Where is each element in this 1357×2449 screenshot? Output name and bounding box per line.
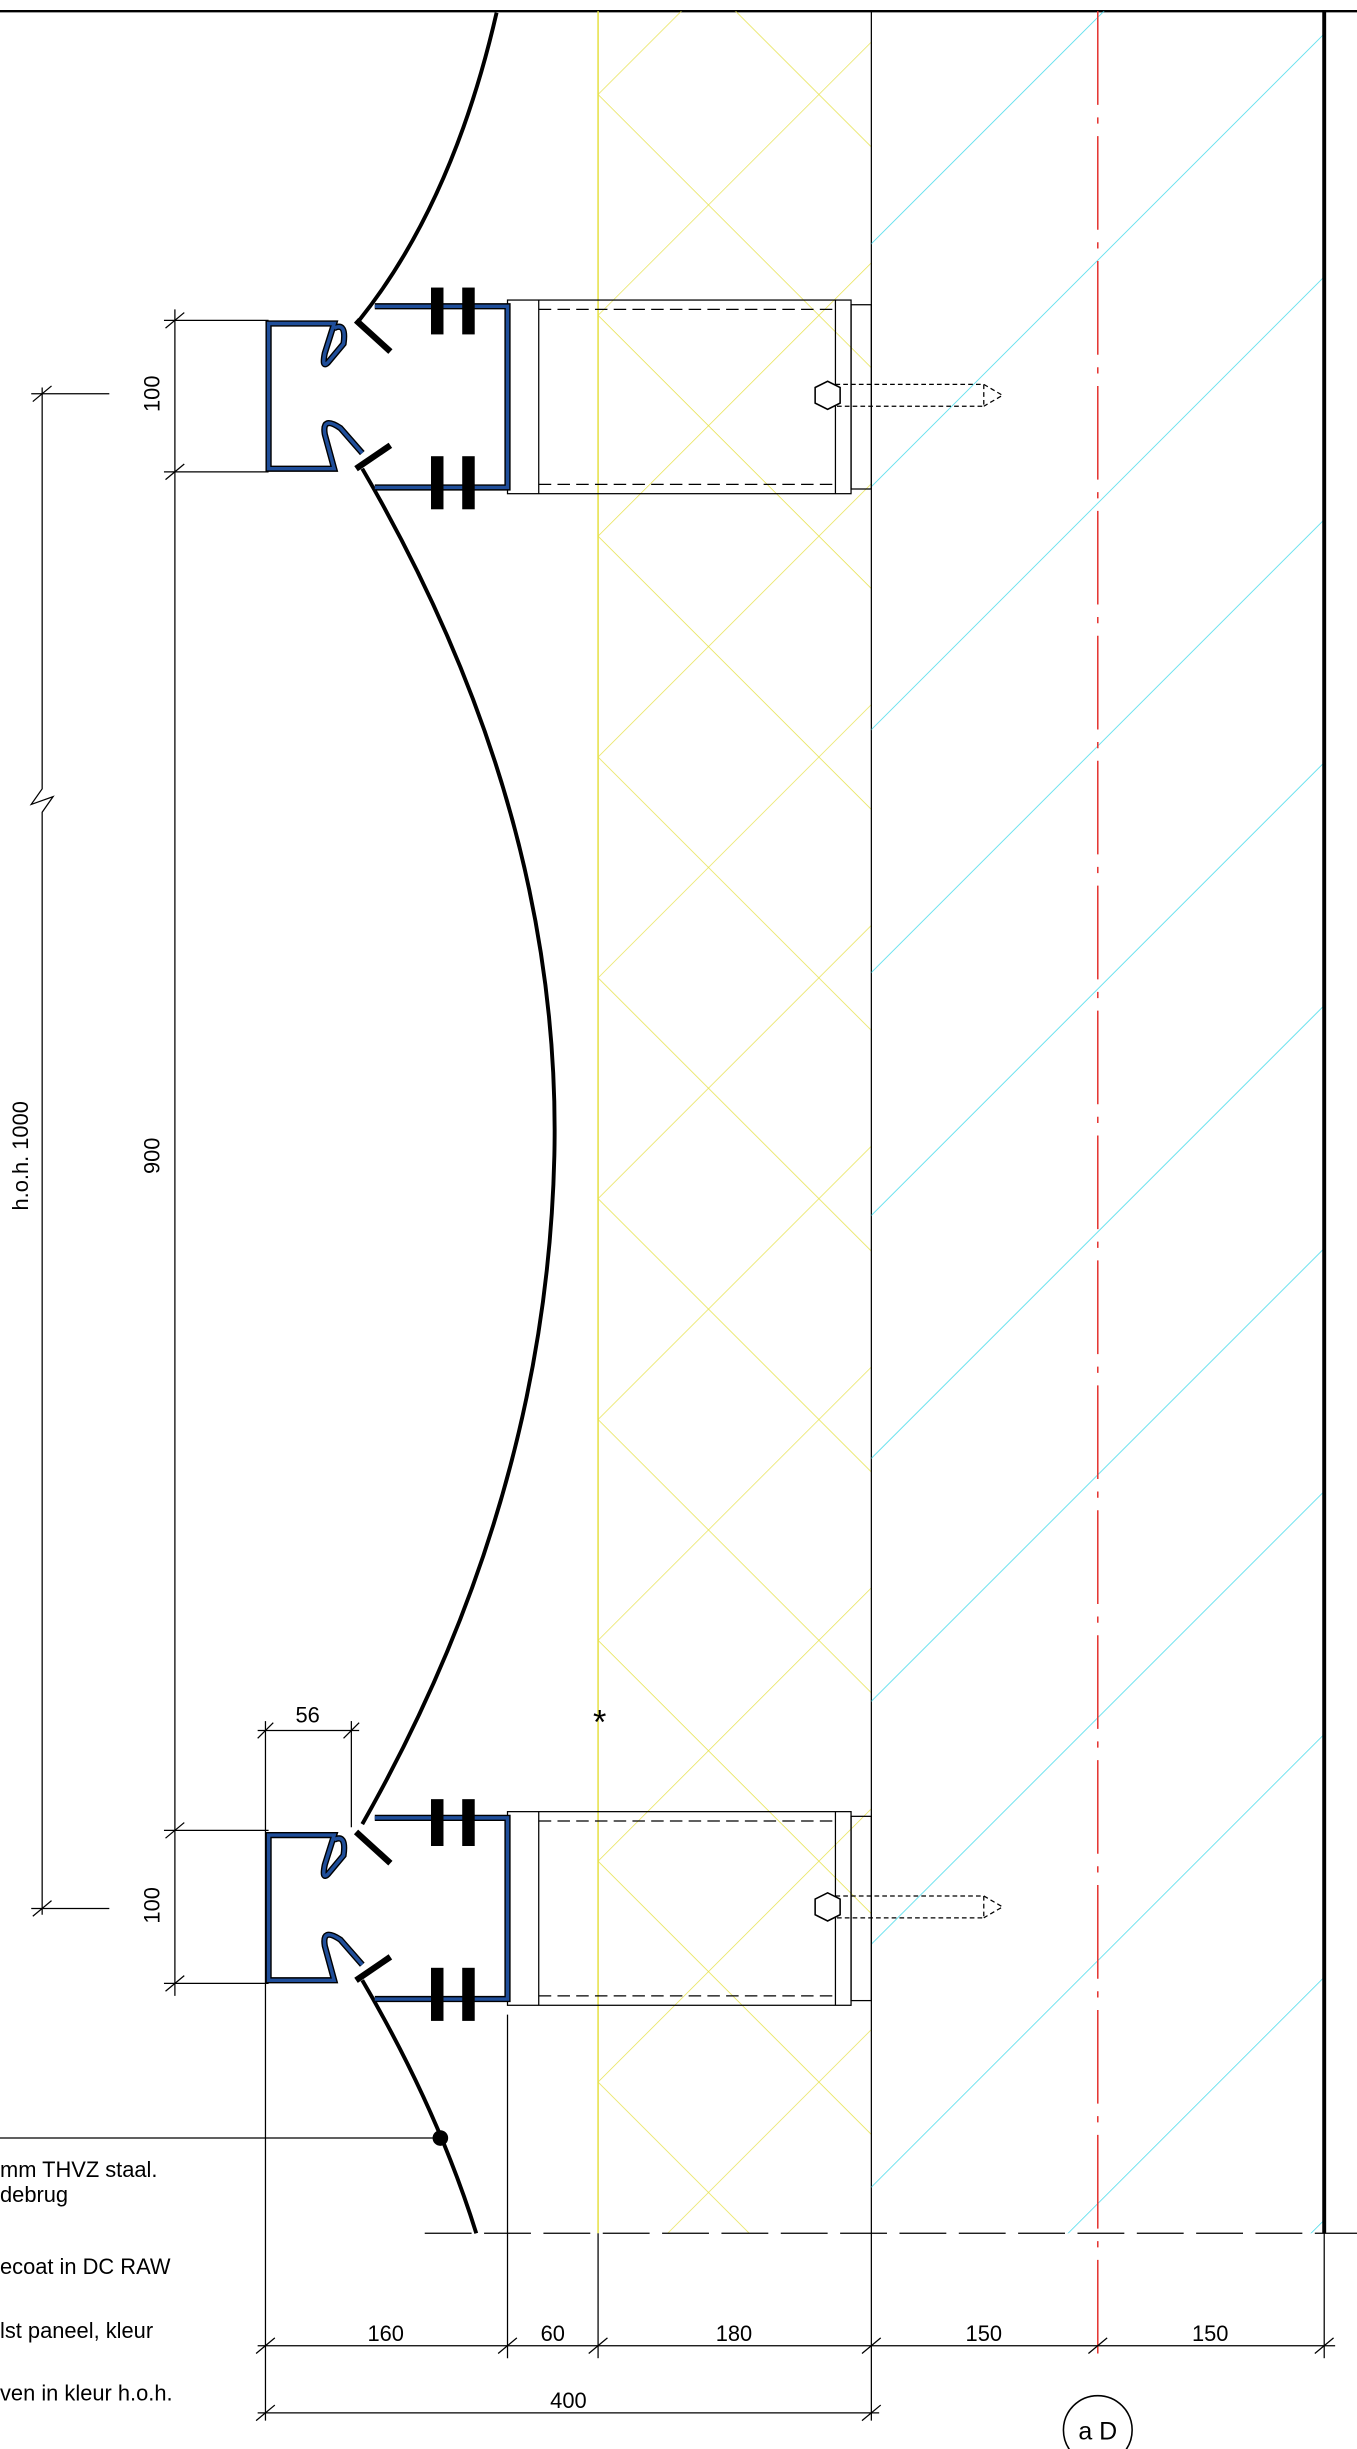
- label: h.o.h. 1000: [8, 1101, 33, 1210]
- label: ecoat in DC RAW: [0, 2254, 171, 2279]
- stroke: [32, 312, 1334, 2422]
- panel-curve: [357, 12, 557, 2234]
- label: lst paneel, kleur: [0, 2318, 153, 2343]
- label: a D: [1078, 2417, 1117, 2445]
- label: 900: [139, 1138, 164, 1174]
- label: 180: [716, 2321, 752, 2346]
- stroke: [29, 387, 55, 1915]
- label: 400: [550, 2388, 586, 2413]
- label: mm THVZ staal.: [0, 2157, 158, 2182]
- label: 150: [966, 2321, 1002, 2346]
- grid-bubble: [1062, 2394, 1133, 2449]
- label: debrug: [0, 2182, 68, 2207]
- label: 100: [139, 376, 164, 412]
- label: 100: [139, 1887, 164, 1923]
- label: ven in kleur h.o.h.: [0, 2380, 173, 2405]
- label: *: [593, 1704, 606, 1742]
- label: 160: [367, 2321, 403, 2346]
- dimension-lines: [29, 309, 1336, 2422]
- label: 56: [295, 1703, 319, 1728]
- label: 150: [1192, 2321, 1228, 2346]
- label: 60: [541, 2321, 565, 2346]
